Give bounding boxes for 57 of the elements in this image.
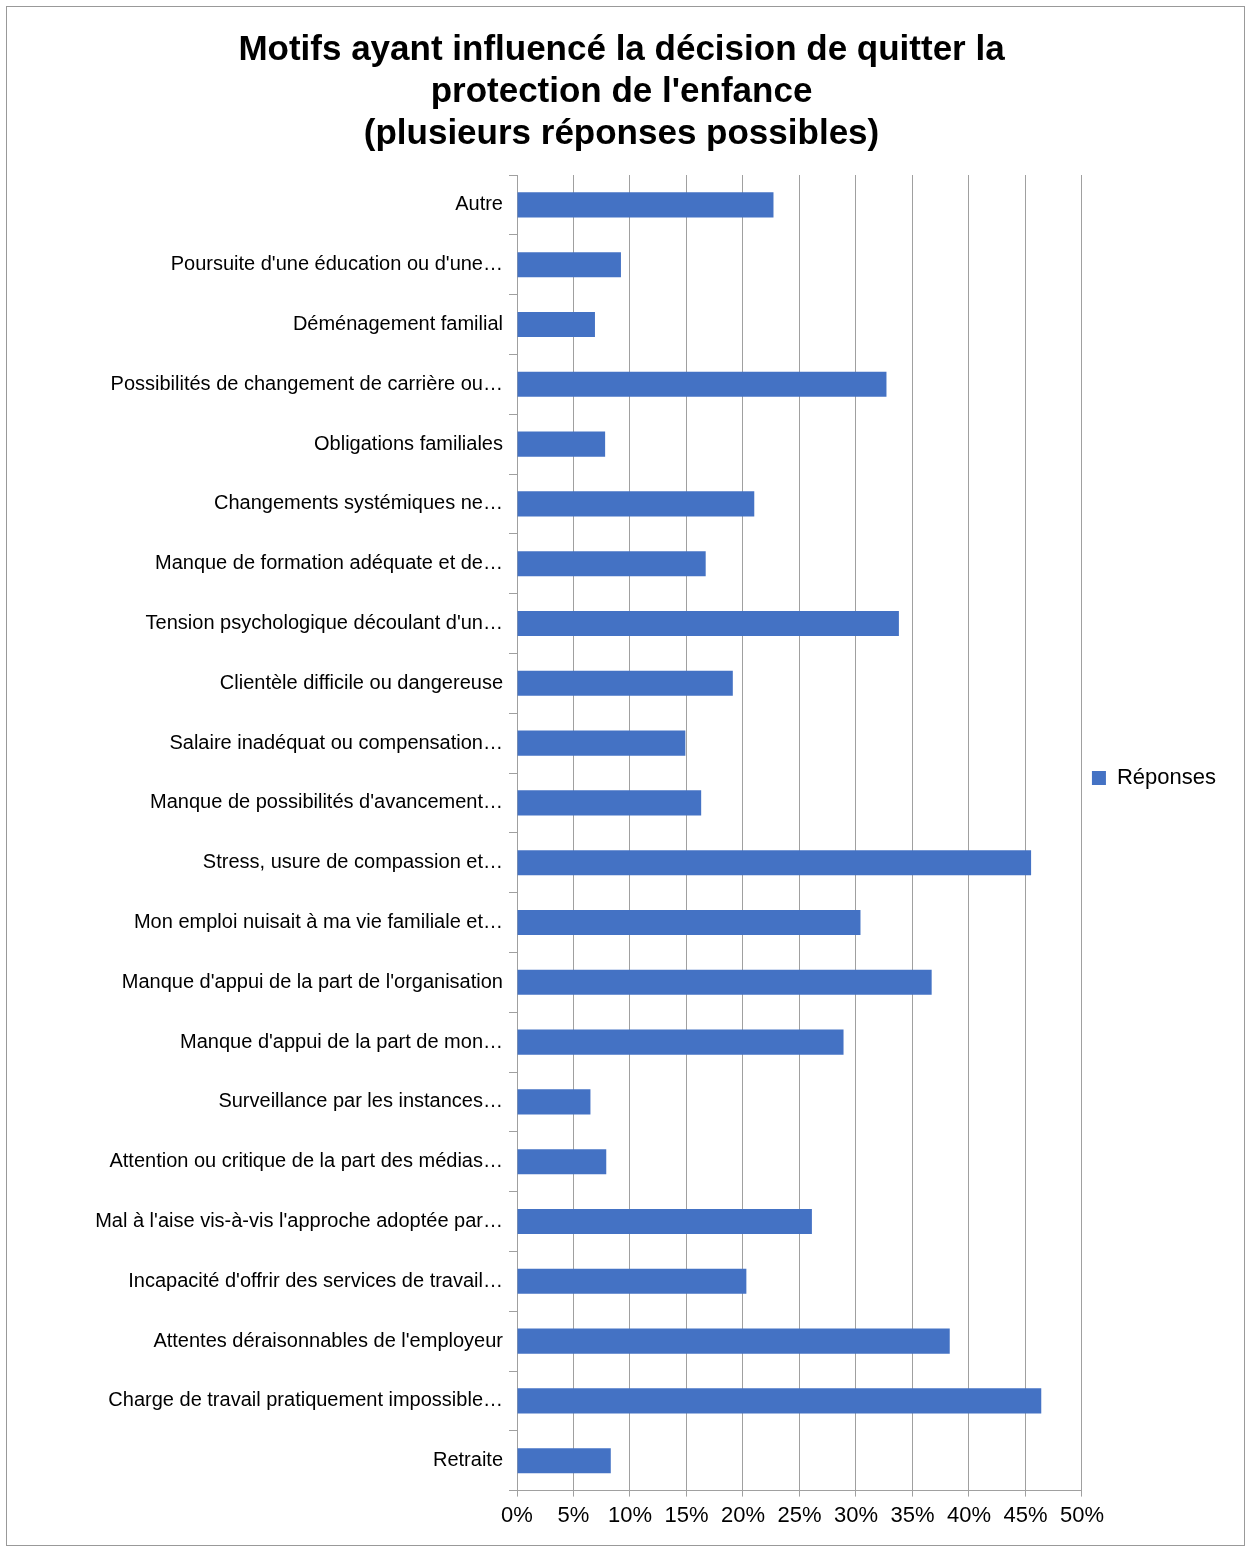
- bar: [517, 1208, 812, 1235]
- bar: [517, 371, 887, 397]
- bar: [517, 969, 932, 995]
- y-tick-label: Salaire inadéquat ou compensation…: [169, 730, 503, 753]
- x-tick-label: 15%: [664, 1501, 709, 1527]
- y-tick-label: Charge de travail pratiquement impossible…: [108, 1388, 503, 1411]
- y-tick-label: Attentes déraisonnables de l'employeur: [153, 1328, 504, 1351]
- x-tick-label: 35%: [890, 1501, 935, 1527]
- bar: [517, 431, 606, 457]
- bar: [517, 790, 702, 816]
- bar: [517, 1328, 950, 1354]
- x-tick-label: 5%: [557, 1501, 590, 1527]
- bar: [517, 311, 595, 338]
- y-tick-label: Manque de formation adéquate et de…: [154, 551, 503, 574]
- bar: [517, 491, 755, 517]
- bar: [517, 252, 621, 278]
- x-tick-label: 50%: [1059, 1501, 1104, 1527]
- bar: [517, 1268, 747, 1294]
- y-tick-label: Surveillance par les instances…: [218, 1089, 503, 1112]
- bar: [517, 1388, 1042, 1414]
- x-tick-label: 30%: [833, 1501, 878, 1527]
- y-tick-label: Mon emploi nuisait à ma vie familiale et…: [133, 910, 503, 933]
- chart-title: Motifs ayant influencé la décision de quitter la protection de l'enfance (plusieurs réponses possibles): [238, 27, 1006, 151]
- x-tick-label: 20%: [720, 1501, 765, 1527]
- bar: [517, 610, 899, 637]
- y-tick-label: Autre: [455, 192, 503, 215]
- bar: [517, 1448, 611, 1474]
- bar: [517, 670, 733, 696]
- y-tick-label: Tension psychologique découlant d'un…: [145, 611, 503, 634]
- bar: [517, 551, 706, 577]
- x-tick-label: 25%: [777, 1501, 822, 1527]
- bar: [517, 850, 1032, 876]
- bar: [517, 1149, 607, 1175]
- y-tick-label: Changements systémiques ne…: [213, 491, 503, 514]
- x-tick-label: 0%: [501, 1501, 533, 1527]
- y-tick-label: Clientèle difficile ou dangereuse: [219, 670, 503, 693]
- y-tick-label: Obligations familiales: [314, 431, 503, 454]
- y-tick-label: Mal à l'aise vis-à-vis l'approche adoptée par…: [95, 1209, 503, 1232]
- y-tick-label: Incapacité d'offrir des services de travail…: [128, 1268, 503, 1291]
- x-tick-label: 40%: [946, 1501, 991, 1527]
- y-tick-label: Manque d'appui de la part de l'organisation: [121, 969, 503, 992]
- x-tick-label: 45%: [1003, 1501, 1048, 1527]
- bar: [517, 1029, 844, 1055]
- bar: [517, 192, 774, 218]
- bar: [517, 909, 861, 936]
- bar: [517, 730, 686, 756]
- x-tick-label: 10%: [607, 1501, 653, 1527]
- y-tick-label: Manque d'appui de la part de mon…: [180, 1029, 503, 1052]
- y-tick-label: Manque de possibilités d'avancement…: [150, 790, 503, 813]
- legend-label: Réponses: [1116, 764, 1217, 790]
- y-tick-label: Déménagement familial: [292, 312, 503, 335]
- y-tick-label: Stress, usure de compassion et…: [202, 850, 503, 873]
- y-tick-label: Attention ou critique de la part des médias…: [109, 1149, 503, 1172]
- y-tick-label: Poursuite d'une éducation ou d'une…: [170, 252, 503, 275]
- y-tick-label: Retraite: [432, 1448, 503, 1471]
- y-tick-label: Possibilités de changement de carrière ou…: [110, 371, 503, 394]
- bar: [517, 1089, 591, 1115]
